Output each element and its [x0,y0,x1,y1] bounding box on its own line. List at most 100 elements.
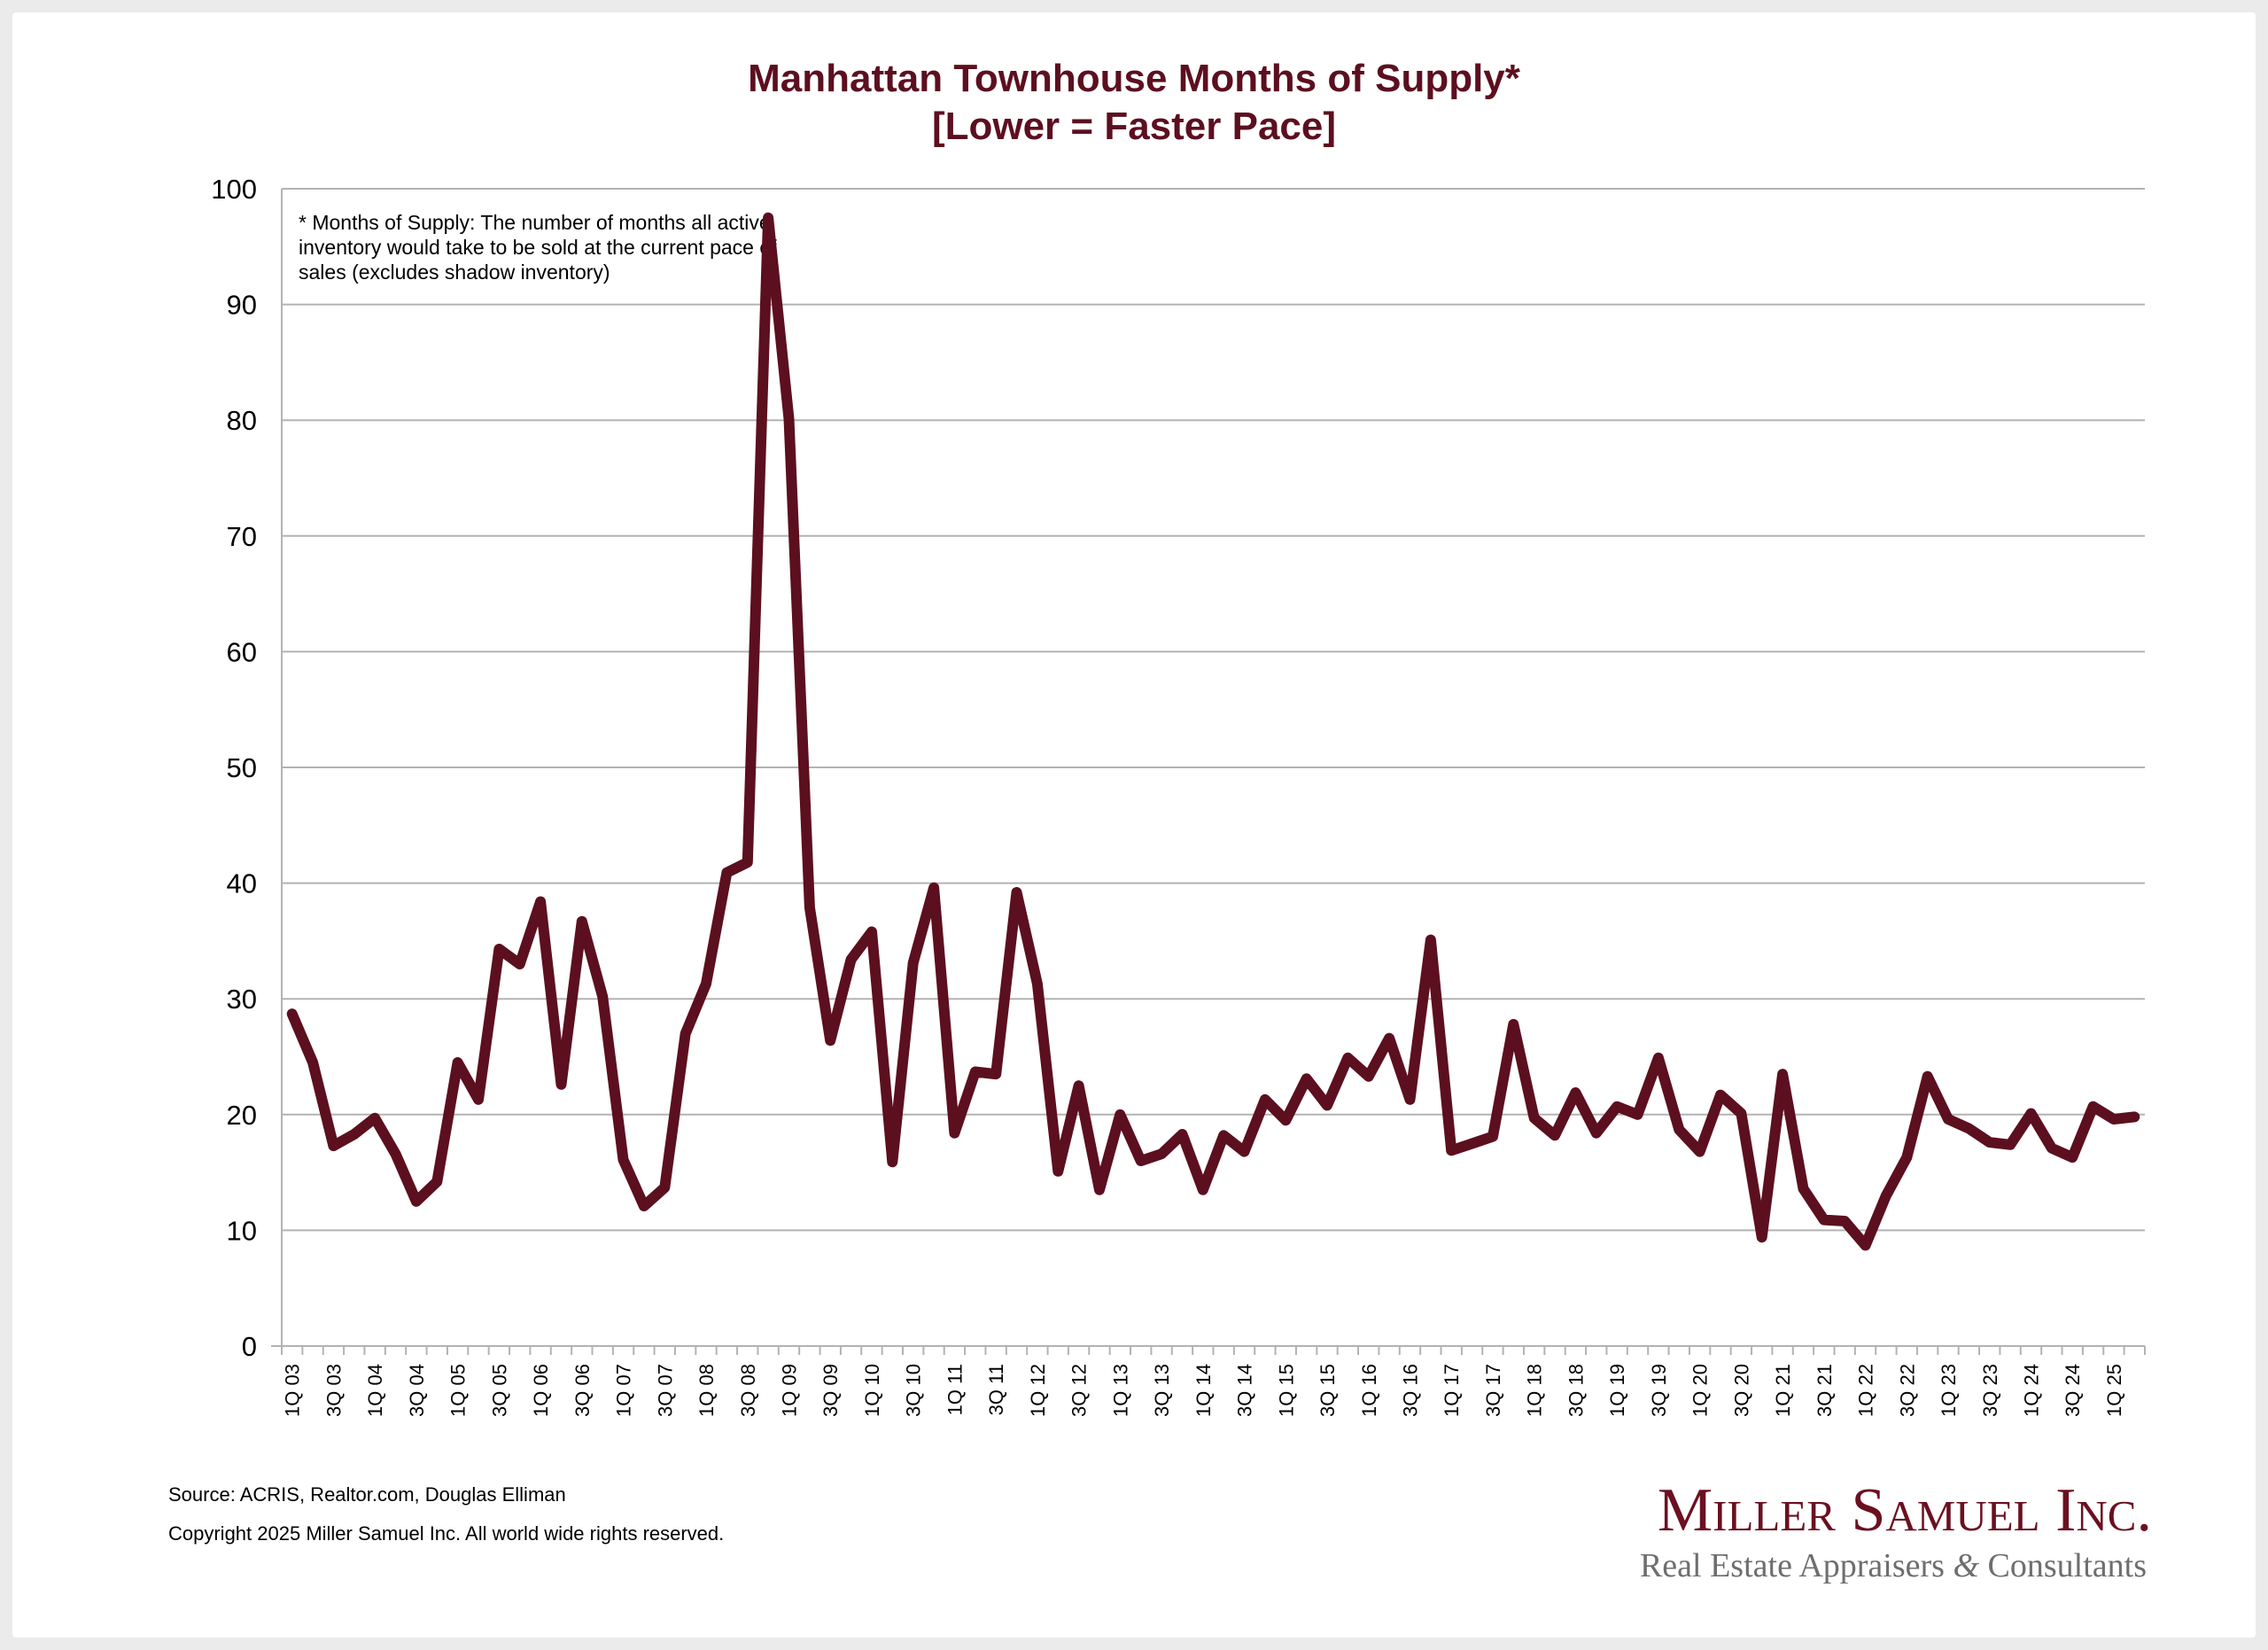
company-logo: Miller Samuel Inc. [1657,1476,2152,1545]
data-point [1388,1037,1391,1039]
data-point [580,920,583,922]
data-point [478,1098,479,1101]
data-point [2030,1112,2032,1115]
data-point [850,958,852,961]
data-point [602,995,604,998]
data-point [2009,1143,2012,1146]
data-point [456,1062,459,1063]
data-point [664,1187,666,1189]
data-point [1698,1150,1701,1153]
data-point [560,1083,563,1086]
x-tick-label: 3Q 17 [1482,1364,1504,1417]
x-tick-label: 3Q 21 [1814,1364,1836,1417]
x-tick-label: 3Q 20 [1730,1364,1752,1417]
data-point [1884,1195,1887,1197]
gridlines [282,188,2145,1232]
data-point [2112,1118,2115,1120]
company-tagline: Real Estate Appraisers & Consultants [1640,1546,2147,1585]
data-point [1802,1187,1805,1190]
x-axis [271,189,2146,1355]
x-tick-label: 3Q 06 [571,1364,594,1417]
x-tick-label: 1Q 25 [2103,1364,2125,1417]
data-point [1533,1117,1535,1119]
data-point [1077,1085,1080,1087]
x-tick-label: 1Q 22 [1855,1364,1877,1417]
y-tick-label: 40 [227,868,257,899]
chart-title-block: Manhattan Townhouse Months of Supply* [L… [0,55,2268,151]
y-axis-tick-labels: 0 10 20 30 40 50 60 70 80 90 100 [211,174,257,1362]
data-point [2092,1105,2094,1108]
x-tick-label: 3Q 19 [1648,1364,1670,1417]
x-tick-label: 3Q 15 [1317,1364,1339,1417]
y-tick-label: 20 [227,1100,257,1131]
data-point [1678,1128,1681,1131]
x-tick-label: 1Q 23 [1938,1364,1960,1417]
data-point [415,1200,417,1202]
data-point [312,1062,315,1063]
data-point [726,871,728,874]
data-point [1740,1112,1743,1115]
x-tick-label: 1Q 14 [1192,1364,1215,1417]
data-point [622,1158,625,1161]
x-tick-label: 3Q 11 [985,1364,1007,1415]
x-tick-label: 3Q 16 [1399,1364,1421,1417]
data-point [705,983,707,985]
data-point [1471,1142,1473,1145]
series-months-of-supply [286,212,2140,1251]
data-point [767,216,770,219]
x-tick-label: 3Q 18 [1565,1364,1587,1417]
data-point [1057,1170,1060,1172]
data-point [2071,1156,2074,1159]
data-point [871,930,873,933]
data-point [995,1073,998,1076]
data-point [1636,1113,1639,1116]
data-point [1616,1105,1619,1108]
tagline-part1: Real Estate Appraisers [1639,1547,1953,1584]
data-point [1263,1098,1266,1101]
source-note: Source: ACRIS, Realtor.com, Douglas Elli… [168,1483,566,1506]
data-point [394,1153,397,1156]
data-point [1822,1218,1825,1221]
months-of-supply-note: * Months of Supply: The number of months… [299,211,777,284]
x-tick-label: 3Q 10 [903,1364,925,1417]
data-point [332,1145,335,1148]
note-line: sales (excludes shadow inventory) [299,261,610,284]
data-point [746,861,749,864]
data-point [1161,1153,1163,1156]
data-point [829,1039,832,1042]
x-tick-label: 1Q 07 [613,1364,635,1417]
data-point [1512,1023,1515,1025]
data-point [1367,1075,1370,1078]
series-line [286,212,2140,1251]
data-point [1864,1244,1867,1247]
data-point [642,1205,645,1207]
data-point [540,900,542,903]
data-point [1243,1150,1246,1153]
tagline-ampersand: & [1953,1547,1980,1584]
x-axis-tick-labels: 1Q 03 3Q 03 1Q 04 3Q 04 1Q 05 3Q 05 1Q 06 3Q 06… [282,1364,2125,1417]
x-tick-label: 3Q 03 [322,1364,345,1417]
y-tick-label: 100 [211,174,257,205]
y-tick-label: 50 [227,752,257,783]
data-point [1574,1092,1577,1094]
data-point [1099,1188,1100,1191]
chart-card [12,12,2256,1638]
x-tick-label: 1Q 09 [778,1364,800,1417]
y-tick-label: 60 [227,636,257,667]
data-point [1181,1133,1184,1135]
data-point [1906,1156,1908,1159]
data-point [1326,1104,1328,1107]
data-point [1347,1056,1349,1059]
x-tick-label: 1Q 05 [447,1364,470,1417]
x-tick-label: 3Q 04 [406,1364,428,1417]
x-tick-label: 3Q 07 [654,1364,676,1417]
data-point [1760,1236,1763,1239]
x-tick-label: 3Q 12 [1068,1364,1091,1417]
data-point [974,1070,976,1073]
data-point [788,417,790,420]
chart-subtitle: [Lower = Faster Pace] [931,105,1337,148]
tagline-part2: Consultants [1979,1547,2147,1584]
x-tick-label: 3Q 24 [2062,1364,2084,1417]
data-point [1554,1134,1556,1137]
data-point [291,1013,293,1016]
